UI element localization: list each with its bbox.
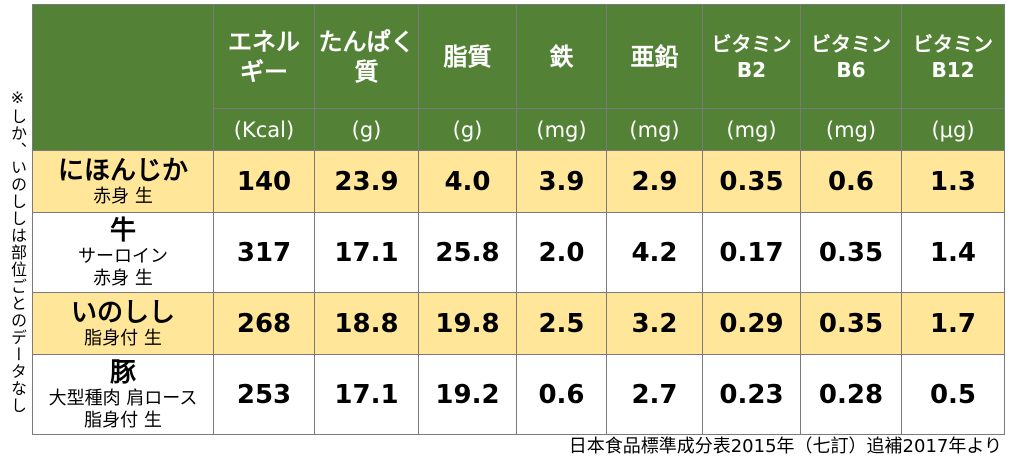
food-name: いのしし (70, 297, 175, 328)
food-name: 豚 (109, 357, 136, 388)
column-header-line: 質 (354, 57, 379, 86)
value-cell: 1.3 (901, 150, 1005, 213)
value-cell: 140 (213, 150, 315, 213)
nutrition-table: エネル ギー たんぱく質脂質鉄亜鉛 ビタミン B2 ビタミン B6 ビタミン B12 (Kcal)… (32, 4, 1005, 435)
source-citation: 日本食品標準成分表2015年（七訂）追補2017年より (568, 436, 1002, 457)
food-cell: 牛サーロイン 赤身 生 (32, 212, 214, 293)
column-header-line: 鉄 (549, 42, 574, 71)
column-header-line: B2 (736, 57, 767, 82)
column-header-line: ギー (240, 57, 288, 86)
value-cell: 268 (213, 292, 315, 355)
food-subtitle: 脂身付 生 (84, 409, 162, 431)
value-cell: 2.5 (516, 292, 607, 355)
unit-cell: (μg) (901, 108, 1005, 151)
value-cell: 317 (213, 212, 315, 293)
food-cell: にほんじか 赤身 生 (32, 150, 214, 213)
column-header: ビタミン B6 (800, 4, 902, 109)
column-header: 脂質 (418, 4, 517, 109)
unit-cell: (mg) (702, 108, 801, 151)
column-header-line: 脂質 (443, 42, 492, 71)
value-cell: 19.8 (418, 292, 517, 355)
food-subtitle: 脂身付 生 (84, 327, 162, 349)
food-subtitle: サーロイン (78, 245, 168, 267)
column-header-line: ビタミン (711, 31, 792, 56)
column-header: 亜鉛 (606, 4, 703, 109)
unit-cell: (g) (314, 108, 419, 151)
value-cell: 253 (213, 354, 315, 435)
column-header: ビタミン B2 (702, 4, 801, 109)
unit-cell: (g) (418, 108, 517, 151)
column-header-line: B6 (836, 57, 866, 82)
column-header: たんぱく質 (314, 4, 419, 109)
column-header: ビタミン B12 (901, 4, 1005, 109)
column-header-line: ビタミン (913, 31, 993, 56)
value-cell: 25.8 (418, 212, 517, 293)
column-header-line: ビタミン (811, 31, 891, 56)
column-header: エネル ギー (213, 4, 315, 109)
table-row: にほんじか 赤身 生 140 23.9 4.0 3.9 2.9 0.35 0.6 1.3 (32, 150, 1005, 213)
value-cell: 1.4 (901, 212, 1005, 293)
column-header: 鉄 (516, 4, 607, 109)
value-cell: 3.9 (516, 150, 607, 213)
value-cell: 0.28 (800, 354, 902, 435)
food-name: にほんじか (57, 155, 188, 186)
food-subtitle: 赤身 生 (93, 267, 153, 289)
value-cell: 1.7 (901, 292, 1005, 355)
value-cell: 4.2 (606, 212, 703, 293)
table-row: いのしし 脂身付 生 268 18.8 19.8 2.5 3.2 0.29 0.35 1.7 (32, 292, 1005, 355)
column-header-line: B12 (931, 57, 975, 82)
value-cell: 4.0 (418, 150, 517, 213)
food-cell: 豚大型種肉 肩ロース 脂身付 生 (32, 354, 214, 435)
table-row: 牛サーロイン 赤身 生 317 17.1 25.8 2.0 4.2 0.17 0.35 1.4 (32, 212, 1005, 293)
unit-cell: (mg) (800, 108, 902, 151)
value-cell: 2.9 (606, 150, 703, 213)
value-cell: 17.1 (314, 212, 419, 293)
value-cell: 0.6 (516, 354, 607, 435)
column-header-line: たんぱく (318, 27, 415, 56)
footnote-vertical: ※しか、いのししは部位ごとのデータなし (8, 88, 27, 414)
value-cell: 19.2 (418, 354, 517, 435)
food-name: 牛 (109, 215, 136, 246)
value-cell: 0.17 (702, 212, 801, 293)
value-cell: 2.0 (516, 212, 607, 293)
value-cell: 0.5 (901, 354, 1005, 435)
header-row: エネル ギー たんぱく質脂質鉄亜鉛 ビタミン B2 ビタミン B6 ビタミン B12 (32, 4, 1005, 151)
header-corner (32, 4, 214, 151)
unit-cell: (mg) (516, 108, 607, 151)
unit-row: (Kcal) (g) (g) (mg) (mg) (mg) (mg) (μg) (33, 108, 1005, 151)
value-cell: 3.2 (606, 292, 703, 355)
food-subtitle: 大型種肉 肩ロース (48, 387, 198, 409)
value-cell: 0.23 (702, 354, 801, 435)
value-cell: 17.1 (314, 354, 419, 435)
value-cell: 0.35 (702, 150, 801, 213)
value-cell: 0.35 (800, 212, 902, 293)
value-cell: 0.35 (800, 292, 902, 355)
value-cell: 18.8 (314, 292, 419, 355)
value-cell: 23.9 (314, 150, 419, 213)
value-cell: 0.6 (800, 150, 902, 213)
value-cell: 2.7 (606, 354, 703, 435)
food-cell: いのしし 脂身付 生 (32, 292, 214, 355)
column-header-line: 亜鉛 (630, 42, 679, 71)
food-subtitle: 赤身 生 (93, 185, 153, 207)
value-cell: 0.29 (702, 292, 801, 355)
unit-cell: (mg) (606, 108, 703, 151)
table-row: 豚大型種肉 肩ロース 脂身付 生 253 17.1 19.2 0.6 2.7 0.23 0.28… (32, 354, 1005, 435)
unit-cell: (Kcal) (213, 108, 315, 151)
column-header-line: エネル (228, 27, 300, 56)
